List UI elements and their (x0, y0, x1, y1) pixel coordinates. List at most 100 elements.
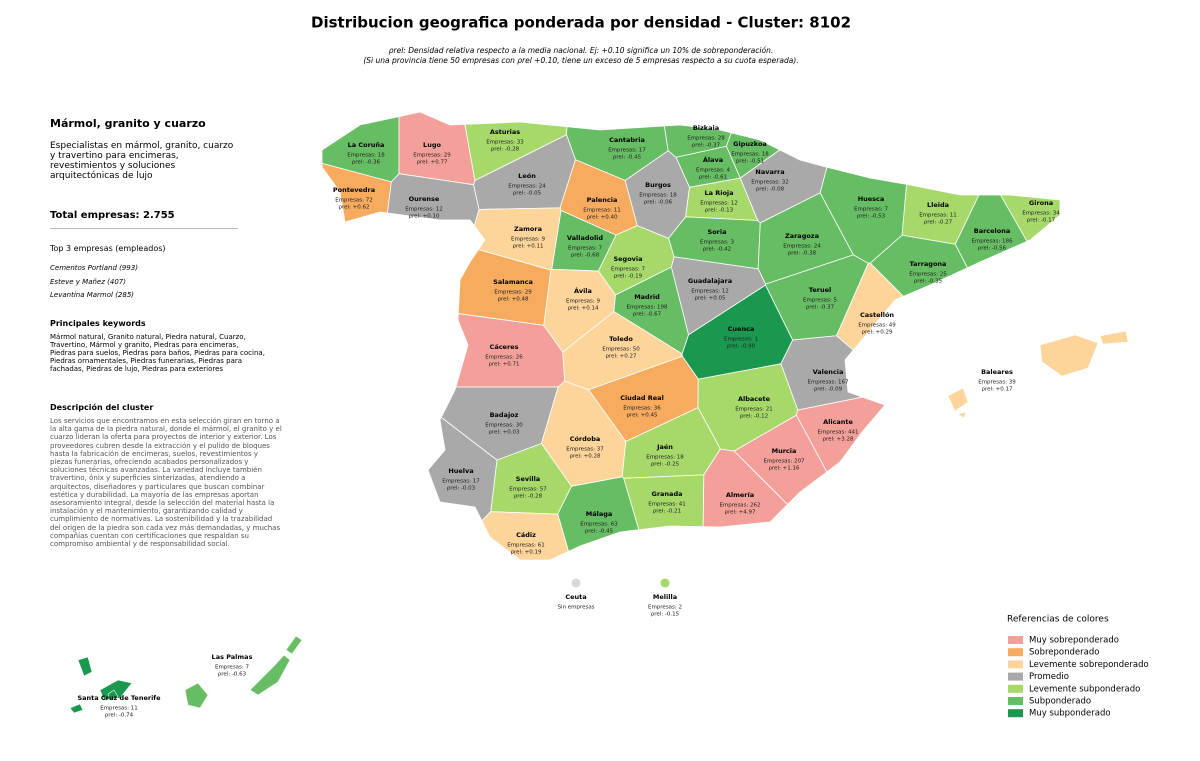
province-shape (1099, 330, 1129, 345)
province-count: Empresas: 3 (700, 240, 735, 246)
province-rho: ρrel: +0.48 (498, 297, 530, 303)
province-name: Huelva (448, 467, 473, 475)
province-name: Asturias (490, 128, 520, 136)
province-shape (77, 656, 93, 677)
province-count: Empresas: 167 (807, 380, 849, 386)
top-title: Top 3 empresas (empleados) (50, 244, 166, 253)
province-rho: ρrel: -0.25 (651, 462, 680, 468)
legend-swatch (1008, 648, 1023, 657)
province-rho: ρrel: -0.09 (814, 387, 843, 393)
province-count: Empresas: 1 (724, 337, 758, 343)
province-rho: ρrel: +0.45 (627, 413, 659, 419)
province-rho: ρrel: -0.61 (699, 175, 727, 181)
province-name: Albacete (738, 395, 771, 403)
total: Total empresas: 2.755 (50, 210, 175, 221)
province-name: Valladolid (567, 234, 603, 242)
province-rho: ρrel: -0.68 (571, 253, 600, 259)
province-name: Cáceres (490, 343, 519, 351)
province-rho: ρrel: +0.05 (695, 296, 727, 302)
province-count: Empresas: 198 (626, 305, 668, 311)
province-rho: ρrel: +3.28 (823, 437, 855, 443)
top-item: Cementos Portland (993) (50, 264, 138, 272)
province-name: Jaén (656, 443, 673, 451)
province-rho: ρrel: -0.63 (218, 672, 247, 678)
province-name: Ávila (574, 286, 592, 295)
province-count: Empresas: 57 (509, 487, 547, 493)
province-rho: ρrel: +1.16 (769, 466, 801, 472)
province-name: La Coruña (348, 141, 385, 149)
province-rho: ρrel: -0.45 (585, 529, 614, 535)
legend-swatch (1008, 709, 1023, 718)
province-rho: ρrel: -0.19 (614, 274, 643, 280)
province-count: Empresas: 33 (486, 140, 524, 146)
top-list: Cementos Portland (993) Esteve y Mañez (… (50, 262, 138, 303)
top-item: Levantina Marmol (285) (50, 291, 135, 299)
province-shape (99, 679, 133, 701)
province-name: Pontevedra (333, 186, 375, 194)
province-shape (947, 387, 969, 412)
legend-label: Levemente subponderado (1029, 684, 1140, 694)
province-count: Empresas: 25 (909, 272, 947, 278)
province-name: Granada (652, 490, 683, 498)
province-count: Empresas: 186 (971, 239, 1013, 245)
province-count: Empresas: 12 (405, 207, 443, 213)
province-rho: ρrel: -0.28 (491, 147, 520, 153)
province-count: Empresas: 29 (413, 153, 451, 159)
cluster-text: Los servicios que encontramos en esta se… (50, 417, 282, 549)
province-rho: ρrel: +0.77 (417, 160, 449, 166)
province-rho: ρrel: -0.74 (105, 713, 134, 719)
province-rho: ρrel: +0.11 (513, 244, 544, 250)
province-name: Baleares (981, 368, 1013, 376)
legend-swatch (1008, 660, 1023, 669)
subtitle: ρrel: Densidad relativa respecto a la me… (389, 46, 773, 55)
provinces (69, 111, 1129, 714)
province-shape (481, 511, 569, 561)
province-count: Empresas: 24 (508, 184, 546, 190)
legend-label: Promedio (1029, 672, 1069, 682)
province-count: Empresas: 24 (783, 244, 821, 250)
province-count: Empresas: 28 (687, 136, 725, 142)
province-name: Navarra (755, 168, 784, 176)
province-name: Teruel (809, 286, 831, 294)
province-rho: ρrel: -0.56 (978, 246, 1007, 252)
province-count: Empresas: 63 (580, 522, 618, 528)
province-shape (571, 578, 581, 588)
province-rho: ρrel: +0.29 (862, 330, 894, 336)
province-shape (69, 703, 84, 714)
province-name: Murcia (772, 447, 797, 455)
province-rho: ρrel: +0.28 (570, 454, 602, 460)
province-name: Ceuta (565, 593, 586, 601)
province-name: Guadalajara (688, 277, 732, 285)
province-shape (795, 396, 886, 473)
province-count: Empresas: 207 (763, 459, 805, 465)
province-name: Cuenca (728, 325, 755, 333)
province-name: Melilla (653, 593, 677, 601)
province-rho: ρrel: -0.03 (447, 486, 476, 492)
province-name: Lugo (423, 141, 441, 149)
keywords: Mármol natural, Granito natural, Piedra … (50, 333, 265, 373)
province-count: Empresas: 9 (566, 299, 601, 305)
province-name: Cádiz (516, 531, 536, 539)
province-shape (660, 578, 670, 588)
province-count: Empresas: 32 (751, 180, 789, 186)
province-name: Segovia (613, 255, 642, 263)
province-count: Empresas: 11 (100, 706, 138, 712)
province-count: Empresas: 17 (442, 479, 480, 485)
province-shape (321, 162, 392, 223)
legend-label: Muy subponderado (1029, 709, 1111, 719)
province-rho: ρrel: +0.27 (606, 354, 638, 360)
province-shape (702, 448, 789, 528)
province-rho: ρrel: -0.35 (914, 279, 943, 285)
province-rho: ρrel: +0.40 (587, 215, 619, 221)
province-count: Empresas: 36 (623, 406, 661, 412)
province-count: Empresas: 34 (1022, 211, 1060, 217)
province-name: Sevilla (516, 475, 540, 483)
province-rho: ρrel: -0.21 (653, 509, 681, 515)
province-name: Gipuzkoa (733, 140, 767, 148)
province-count: Empresas: 72 (335, 198, 373, 204)
province-count: Empresas: 7 (215, 665, 250, 671)
keywords-title: Principales keywords (50, 319, 146, 328)
province-rho: ρrel: +0.17 (982, 387, 1014, 393)
subtitle: (Si una provincia tiene 50 empresas con … (363, 56, 798, 65)
